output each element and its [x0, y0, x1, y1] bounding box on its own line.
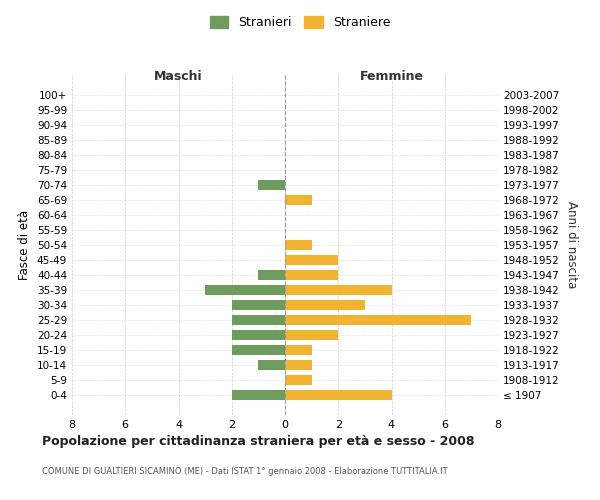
Bar: [259, 270, 285, 280]
Y-axis label: Anni di nascita: Anni di nascita: [565, 202, 578, 288]
Text: Popolazione per cittadinanza straniera per età e sesso - 2008: Popolazione per cittadinanza straniera p…: [42, 435, 475, 448]
Bar: [285, 240, 311, 250]
Bar: [285, 390, 392, 400]
Bar: [285, 255, 338, 265]
Legend: Stranieri, Straniere: Stranieri, Straniere: [205, 11, 395, 34]
Bar: [285, 345, 311, 354]
Text: COMUNE DI GUALTIERI SICAMINÒ (ME) - Dati ISTAT 1° gennaio 2008 - Elaborazione TU: COMUNE DI GUALTIERI SICAMINÒ (ME) - Dati…: [42, 465, 448, 475]
Bar: [259, 180, 285, 190]
Text: Maschi: Maschi: [154, 70, 203, 84]
Bar: [232, 390, 285, 400]
Bar: [285, 195, 311, 205]
Bar: [205, 285, 285, 295]
Bar: [285, 270, 338, 280]
Bar: [285, 300, 365, 310]
Bar: [232, 300, 285, 310]
Bar: [285, 285, 392, 295]
Bar: [285, 360, 311, 370]
Bar: [232, 345, 285, 354]
Bar: [232, 330, 285, 340]
Bar: [285, 315, 472, 324]
Bar: [285, 375, 311, 384]
Bar: [285, 330, 338, 340]
Bar: [259, 360, 285, 370]
Bar: [232, 315, 285, 324]
Y-axis label: Fasce di età: Fasce di età: [19, 210, 31, 280]
Text: Femmine: Femmine: [359, 70, 424, 84]
